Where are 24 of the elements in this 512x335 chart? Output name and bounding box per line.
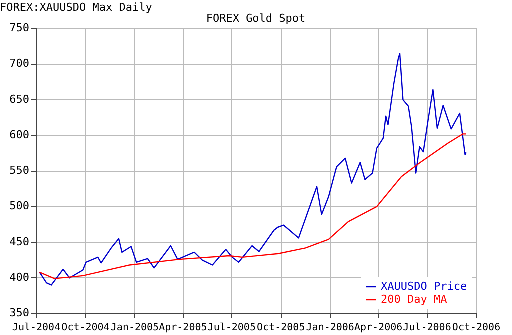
y-tick-label: 350 (10, 306, 30, 320)
text: FOREX:XAUUSDO Max Daily (0, 1, 153, 14)
x-tick-label: Jul-2005 (208, 322, 256, 334)
y-tick-label: 500 (10, 200, 30, 213)
x-tick-label: Jan-2005 (110, 322, 160, 334)
x-tick-label: Jul-2004 (12, 322, 61, 334)
x-tick-label: Oct-2004 (62, 322, 110, 334)
y-tick-label: 700 (10, 57, 30, 70)
chart-title: FOREX Gold Spot (206, 12, 306, 25)
x-tick-label: Jul-2006 (403, 322, 452, 334)
x-tick-label: Jan-2006 (306, 322, 354, 334)
legend-label: 200 Day MA (381, 293, 448, 306)
y-tick-label: 550 (10, 164, 30, 177)
line-series (39, 134, 467, 280)
x-tick-label: Apr-2005 (159, 322, 208, 334)
y-tick-label: 750 (10, 22, 30, 34)
legend-label: XAUUSDO Price (381, 280, 468, 293)
x-tick-label: Oct-2006 (452, 322, 501, 334)
x-tick-label: Oct-2005 (257, 322, 306, 334)
x-tick-label: Apr-2006 (354, 322, 403, 334)
y-tick-label: 400 (10, 270, 30, 284)
y-tick-label: 650 (10, 92, 30, 106)
y-tick-label: 450 (10, 235, 30, 248)
y-tick-label: 600 (10, 128, 30, 142)
